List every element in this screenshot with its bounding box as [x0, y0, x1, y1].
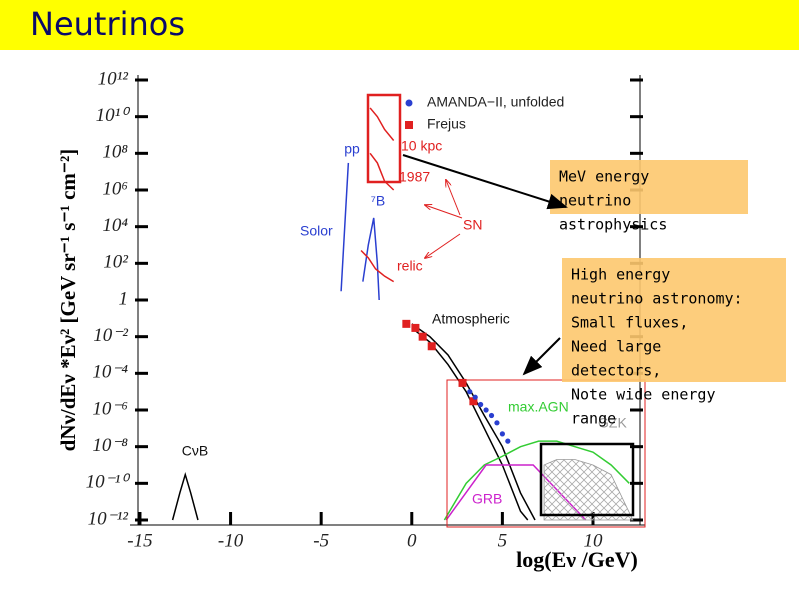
series-line — [362, 217, 380, 301]
data-point — [469, 397, 478, 406]
y-axis-label: dNν/dEν *Eν² [GeV sr⁻¹ s⁻¹ cm⁻²] — [56, 149, 80, 452]
data-point — [472, 394, 478, 400]
y-tick-label: 10⁸ — [102, 142, 128, 163]
highlight-box — [446, 379, 646, 528]
series-area — [543, 459, 634, 521]
x-tick-label: -15 — [127, 530, 152, 551]
callout-box — [562, 258, 786, 382]
arrow — [402, 154, 568, 210]
y-tick-label: 10⁻¹⁰ — [86, 472, 131, 493]
legend-marker — [405, 99, 413, 107]
data-point — [483, 407, 489, 413]
data-point — [411, 323, 420, 332]
legend-marker — [405, 121, 413, 129]
callout-text: detectors, — [571, 362, 661, 380]
series-line — [443, 440, 630, 521]
series-label: CνB — [182, 443, 208, 459]
callouts: MeV energy neutrino astrophysics High energ… — [559, 168, 743, 428]
data-point — [467, 389, 473, 395]
data-point — [402, 319, 411, 328]
legend-label: AMANDA−II, unfolded — [427, 94, 564, 110]
arrow — [425, 233, 461, 258]
x-tick-label: 10 — [583, 530, 603, 551]
arrow — [446, 180, 461, 216]
series-label: pp — [344, 141, 360, 157]
series-line — [369, 107, 395, 141]
callout-text: range — [571, 410, 616, 428]
data-point — [499, 431, 505, 437]
y-tick-label: 10⁻⁴ — [92, 362, 128, 383]
x-axis-label: log(Eν /GeV) — [516, 547, 638, 572]
x-tick-label: 0 — [407, 530, 417, 551]
legend-label: Frejus — [427, 116, 466, 132]
slide-title: Neutrinos — [30, 5, 185, 43]
y-tick-label: 1 — [119, 288, 129, 309]
data-point — [418, 332, 427, 341]
highlight-box — [366, 93, 402, 184]
y-tick-label: 10² — [103, 252, 128, 273]
callout-text: Note wide energy — [571, 386, 716, 404]
y-tick-label: 10¹² — [98, 68, 129, 89]
arrow — [425, 205, 463, 219]
series-label: Atmospheric — [432, 311, 510, 327]
callout-text: High energy — [571, 266, 670, 284]
callout-text: astrophysics — [559, 216, 667, 234]
y-tick-label: 10⁻⁸ — [92, 435, 128, 456]
series-label: GRB — [472, 491, 502, 507]
series-label: 10 kpc — [401, 138, 442, 154]
y-tick-label: 10⁶ — [102, 178, 128, 199]
highlight-box — [539, 442, 635, 517]
y-tick-label: 10⁴ — [102, 215, 128, 236]
plot: 10¹² 10¹⁰ 10⁸ 10⁶ 10⁴ 10² 1 10⁻² 10⁻⁴ 10⁻⁶ 10⁻⁸ 10⁻… — [56, 68, 645, 572]
callout-text: Need large — [571, 338, 661, 356]
data-point — [488, 412, 495, 419]
series-line — [360, 249, 395, 283]
series-line — [171, 471, 199, 521]
callout-text: neutrino — [559, 192, 631, 210]
y-tick-label: 10⁻¹² — [88, 508, 129, 529]
arrow — [522, 337, 561, 376]
annotation: Solor — [300, 223, 333, 239]
x-tick-label: 5 — [498, 530, 508, 551]
series-line — [411, 327, 529, 521]
series-label: 1987 — [399, 169, 430, 185]
series-label: ⁷B — [371, 193, 385, 209]
series-label: relic — [397, 258, 423, 274]
data-point — [458, 378, 467, 387]
callout-text: Small fluxes, — [571, 314, 688, 332]
series-label: GZK — [598, 415, 627, 431]
x-tick-label: -10 — [218, 530, 244, 551]
series-label: max.AGN — [508, 399, 569, 415]
y-tick-label: 10¹⁰ — [96, 105, 131, 126]
annotation: SN — [463, 217, 482, 233]
callout-text: MeV energy — [559, 168, 649, 186]
y-tick-label: 10⁻⁶ — [92, 398, 128, 419]
data-point — [494, 420, 500, 426]
x-tick-label: -5 — [313, 530, 329, 551]
y-tick-label: 10⁻² — [93, 325, 128, 346]
data-point — [427, 342, 436, 351]
callout-text: neutrino astronomy: — [571, 290, 743, 308]
data-point — [505, 438, 511, 444]
data-point — [478, 401, 484, 408]
title-bar — [0, 0, 799, 50]
series-line — [340, 162, 350, 292]
series-line — [369, 152, 395, 191]
callout-box — [550, 160, 748, 214]
